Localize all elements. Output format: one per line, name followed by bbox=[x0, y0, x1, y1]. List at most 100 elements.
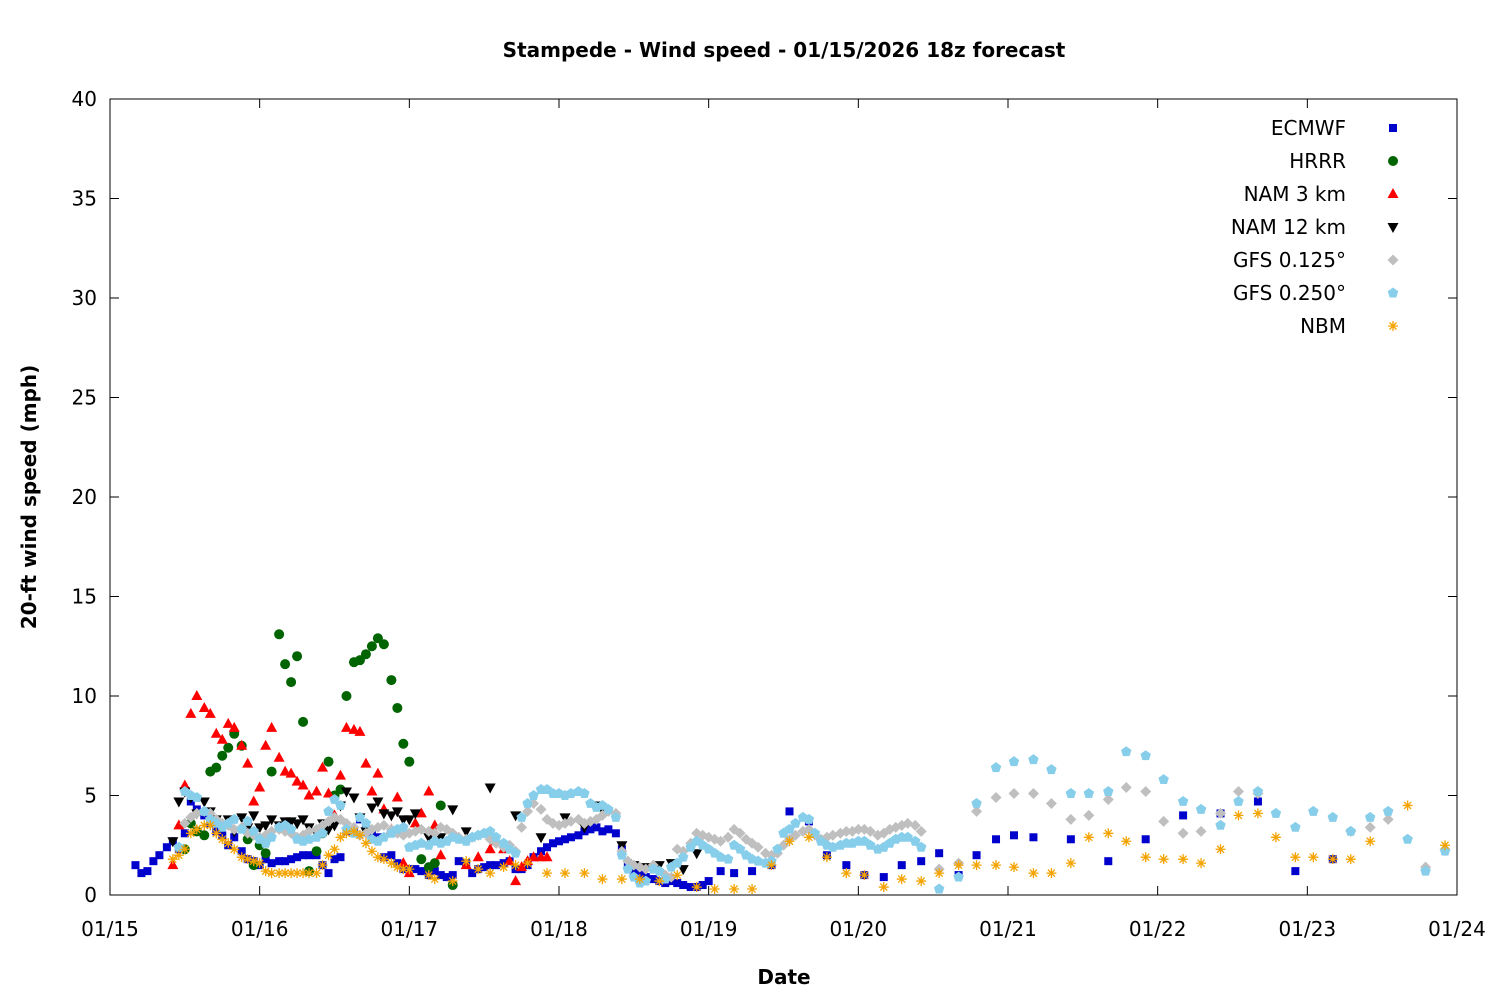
data-point bbox=[592, 823, 601, 832]
data-point bbox=[909, 835, 921, 846]
legend-label: NAM 3 km bbox=[1244, 182, 1346, 206]
data-point bbox=[1121, 746, 1132, 757]
data-point bbox=[559, 868, 570, 879]
data-point bbox=[198, 701, 210, 712]
x-tick-label: 01/18 bbox=[530, 917, 588, 941]
data-point bbox=[1158, 774, 1169, 785]
data-point bbox=[809, 827, 821, 838]
data-point bbox=[934, 868, 945, 879]
data-point bbox=[335, 784, 346, 795]
data-point bbox=[1420, 865, 1431, 876]
data-point bbox=[510, 811, 522, 822]
data-point bbox=[348, 723, 360, 734]
data-point bbox=[1104, 857, 1113, 866]
data-point bbox=[909, 819, 921, 831]
legend-label: GFS 0.250° bbox=[1233, 281, 1346, 305]
data-point bbox=[1008, 862, 1019, 873]
data-point bbox=[1253, 797, 1262, 806]
data-point bbox=[1065, 858, 1076, 869]
data-point bbox=[260, 821, 272, 832]
data-point bbox=[522, 858, 533, 869]
data-point bbox=[223, 742, 234, 753]
data-point bbox=[360, 757, 372, 768]
data-point bbox=[416, 837, 427, 848]
data-point bbox=[143, 867, 152, 876]
data-point bbox=[329, 793, 340, 804]
data-point bbox=[211, 828, 222, 839]
x-tick-label: 01/23 bbox=[1279, 917, 1337, 941]
data-point bbox=[460, 827, 472, 838]
data-point bbox=[317, 761, 329, 772]
data-point bbox=[1195, 803, 1207, 814]
data-point bbox=[917, 857, 926, 866]
data-point bbox=[1364, 821, 1376, 833]
legend-marker bbox=[1387, 188, 1399, 198]
data-point bbox=[772, 843, 783, 854]
data-point bbox=[1364, 811, 1376, 822]
data-point bbox=[484, 825, 496, 836]
data-point bbox=[447, 805, 459, 816]
data-point bbox=[275, 857, 284, 866]
data-point bbox=[971, 860, 982, 871]
data-point bbox=[1402, 800, 1413, 811]
data-point bbox=[454, 857, 463, 866]
data-point bbox=[254, 781, 266, 792]
data-point bbox=[677, 851, 689, 862]
data-point bbox=[334, 769, 346, 780]
data-point bbox=[341, 691, 352, 701]
data-point bbox=[185, 707, 197, 718]
data-point bbox=[329, 821, 340, 832]
data-point bbox=[335, 799, 346, 810]
data-point bbox=[528, 851, 540, 862]
data-point bbox=[549, 839, 558, 848]
data-point bbox=[897, 861, 906, 870]
data-point bbox=[1141, 835, 1150, 844]
data-point bbox=[610, 811, 622, 822]
data-point bbox=[237, 847, 246, 856]
data-point bbox=[162, 843, 171, 852]
data-point bbox=[348, 793, 360, 804]
data-point bbox=[535, 803, 547, 815]
x-axis-label: Date bbox=[757, 965, 810, 989]
data-point bbox=[266, 815, 278, 826]
data-point bbox=[423, 870, 434, 881]
data-point bbox=[285, 767, 297, 778]
data-point bbox=[179, 817, 191, 829]
data-point bbox=[1029, 833, 1038, 842]
legend-marker bbox=[1387, 223, 1399, 233]
data-point bbox=[292, 651, 303, 662]
data-point bbox=[191, 791, 203, 802]
data-point bbox=[323, 756, 334, 767]
data-point bbox=[634, 874, 645, 885]
data-point bbox=[1291, 867, 1300, 876]
data-point bbox=[411, 865, 420, 874]
data-point bbox=[472, 851, 484, 862]
data-point bbox=[677, 865, 689, 876]
data-point bbox=[990, 762, 1002, 773]
data-point bbox=[323, 787, 335, 798]
data-point bbox=[1270, 807, 1282, 818]
legend-label: NBM bbox=[1300, 314, 1346, 338]
data-point bbox=[311, 785, 323, 796]
data-point bbox=[1009, 831, 1018, 840]
y-tick-label: 25 bbox=[72, 386, 97, 410]
y-tick-label: 5 bbox=[84, 784, 97, 808]
data-point bbox=[131, 861, 140, 870]
x-tick-label: 01/22 bbox=[1129, 917, 1187, 941]
data-point bbox=[229, 844, 240, 855]
data-point bbox=[199, 820, 210, 831]
data-point bbox=[285, 823, 297, 834]
data-point bbox=[748, 867, 757, 876]
data-point bbox=[448, 871, 457, 880]
data-point bbox=[698, 881, 707, 890]
data-point bbox=[1308, 805, 1319, 816]
data-point bbox=[354, 830, 365, 841]
data-point bbox=[442, 873, 451, 882]
legend-label: NAM 12 km bbox=[1231, 215, 1346, 239]
data-point bbox=[223, 838, 234, 849]
data-point bbox=[366, 785, 378, 796]
data-point bbox=[841, 868, 852, 879]
data-point bbox=[236, 823, 247, 834]
data-point bbox=[280, 868, 291, 879]
data-point bbox=[1045, 797, 1057, 809]
